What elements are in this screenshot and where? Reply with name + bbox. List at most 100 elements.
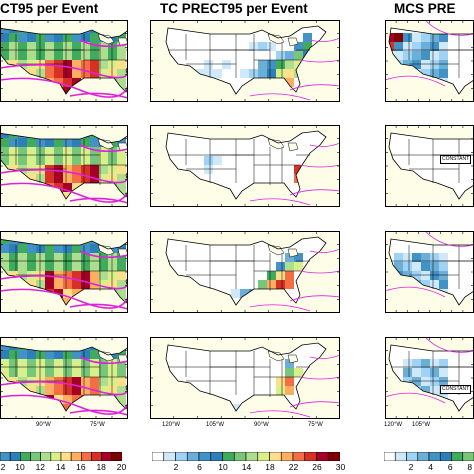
colorbar-box [245, 452, 259, 461]
colorbar-box [384, 452, 396, 461]
map-svg [385, 125, 474, 207]
colorbar-tick-label: 20 [116, 462, 127, 472]
colorbar-box [70, 452, 82, 461]
colorbar-box [30, 452, 41, 461]
coastline [165, 342, 327, 412]
colorbar-box [406, 452, 419, 461]
colorbar-box [101, 452, 113, 461]
contour-lines [385, 231, 474, 298]
land-area [166, 131, 326, 199]
tick-marks [385, 337, 474, 419]
map-svg [150, 125, 340, 207]
column-title-left: CT95 per Event [0, 1, 99, 16]
colorbar-box [292, 452, 306, 461]
longitude-label: 90°W [36, 422, 51, 428]
colorbar-box [280, 452, 294, 461]
tick-marks [0, 231, 128, 313]
contour-lines [385, 20, 474, 87]
longitude-label: 75°W [308, 422, 323, 428]
contour-lines [0, 250, 128, 310]
map-svg [0, 125, 128, 207]
colorbar-box [163, 452, 176, 461]
colorbar-box [439, 452, 452, 461]
coastline [0, 132, 128, 200]
map-svg [0, 231, 128, 313]
colorbar-box [269, 452, 282, 461]
colorbar-tick-label: 2 [173, 462, 179, 472]
colorbar-box [257, 452, 270, 461]
longitude-label: 105°W [412, 422, 431, 428]
colorbar-tick-label: 10 [218, 462, 228, 472]
colorbar-tick-label: 8 [467, 462, 473, 472]
coastline [388, 132, 474, 200]
contour-lines [249, 142, 340, 206]
map-svg [385, 231, 474, 313]
colorbar-box [327, 452, 340, 461]
colorbar-tick-label: 14 [241, 462, 252, 472]
colorbar-tick-label: 12 [35, 462, 46, 472]
map-svg [150, 20, 340, 102]
colorbar-tick-label: 10 [15, 462, 25, 472]
state-borders [168, 139, 310, 185]
state-borders [391, 34, 474, 78]
colorbar-box [40, 452, 52, 461]
tick-marks [0, 125, 128, 207]
colorbar-tick-label: 18 [96, 462, 106, 472]
map-panel [150, 125, 340, 207]
state-borders [168, 245, 310, 291]
colorbar-box [222, 452, 235, 461]
coastline [388, 344, 474, 412]
colorbar-tick-label: 14 [55, 462, 66, 472]
map-panel [0, 125, 128, 207]
colorbar-box [50, 452, 62, 461]
colorbar-box [111, 452, 122, 461]
tick-marks [150, 125, 340, 207]
colorbar-left [0, 452, 122, 461]
colorbar-tick-label: 18 [265, 462, 275, 472]
colorbar-tick-label: 30 [335, 462, 346, 472]
colorbar-right [384, 452, 474, 461]
tick-marks [150, 337, 340, 419]
state-borders [391, 245, 474, 289]
state-borders [391, 351, 474, 395]
map-panel [385, 20, 474, 102]
colorbar-tick-label: 26 [312, 462, 322, 472]
map-panel [385, 231, 474, 313]
longitude-label: 120°W [162, 422, 181, 428]
longitude-label: 105°W [206, 422, 225, 428]
map-svg [385, 337, 474, 419]
map-svg [0, 337, 128, 419]
colorbar-box [451, 452, 464, 461]
colorbar-box [152, 452, 165, 461]
coastline [0, 238, 128, 306]
colorbar-tick-label: 2 [408, 462, 414, 472]
colorbar-tick-label: 2 [0, 462, 6, 472]
coastline [165, 236, 327, 306]
map-panel [0, 337, 128, 419]
contour-lines [0, 39, 128, 99]
map-panel [385, 125, 474, 207]
coastline [165, 25, 327, 95]
colorbar-box [91, 452, 102, 461]
colorbar-box [394, 452, 407, 461]
colorbar-tick-label: 16 [76, 462, 86, 472]
coastline [388, 238, 474, 306]
colorbar-box [417, 452, 430, 461]
colorbar-box [186, 452, 200, 461]
colorbar-box [233, 452, 247, 461]
longitude-label: 90°W [254, 422, 269, 428]
map-panel [150, 231, 340, 313]
colorbar-box [316, 452, 329, 461]
contour-lines [385, 337, 474, 404]
contour-lines [249, 354, 340, 418]
longitude-label: 120°W [384, 422, 403, 428]
map-panel [0, 231, 128, 313]
coastline [165, 130, 327, 200]
colorbar-box [9, 452, 21, 461]
coastline [0, 344, 128, 412]
colorbar-tick-label: 4 [428, 462, 433, 472]
colorbar-box [0, 452, 11, 461]
tick-marks [0, 20, 128, 102]
colorbar-box [210, 452, 223, 461]
map-svg [150, 337, 340, 419]
